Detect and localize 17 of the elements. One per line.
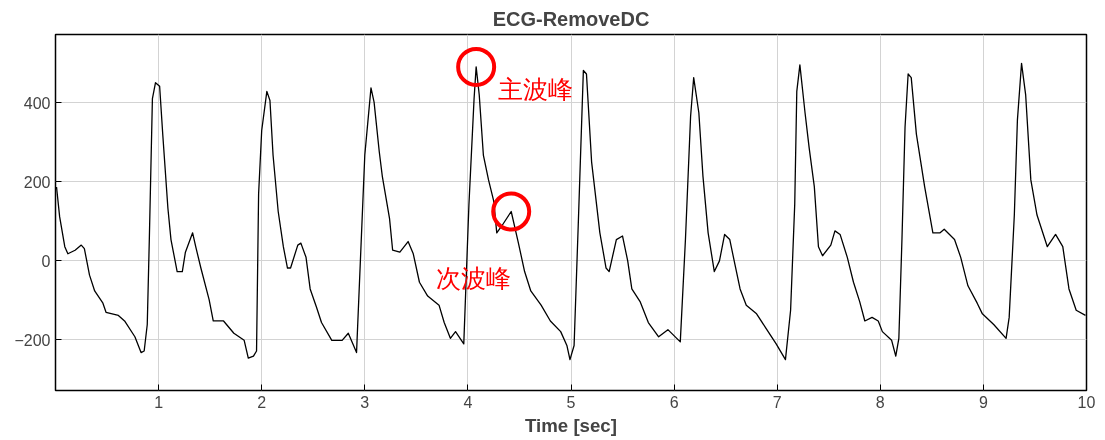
y-tick-label: −200 <box>14 331 51 349</box>
x-tick-label: 9 <box>978 393 988 411</box>
chart-title: ECG-RemoveDC <box>492 7 650 30</box>
x-tick-label: 1 <box>154 393 164 411</box>
x-tick-label: 10 <box>1077 393 1096 411</box>
x-tick-label: 2 <box>257 393 267 411</box>
x-tick-label: 4 <box>463 393 473 411</box>
y-tick-label: 400 <box>23 94 51 112</box>
x-tick-label: 5 <box>566 393 576 411</box>
x-tick-label: 7 <box>772 393 782 411</box>
x-tick-label: 3 <box>360 393 370 411</box>
y-tick-label: 200 <box>23 173 51 191</box>
x-tick-label: 6 <box>669 393 679 411</box>
y-tick-label: 0 <box>41 252 51 270</box>
x-axis-title: Time [sec] <box>525 414 617 436</box>
x-tick-label: 8 <box>875 393 885 411</box>
annotation: 主波峰 <box>498 74 574 103</box>
